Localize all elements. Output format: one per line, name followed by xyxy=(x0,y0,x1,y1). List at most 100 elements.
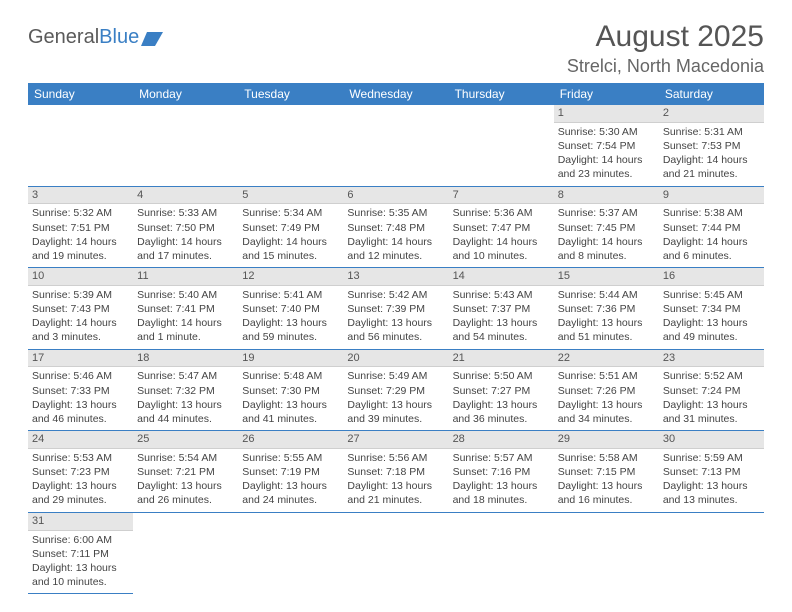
day-content: Sunrise: 5:44 AMSunset: 7:36 PMDaylight:… xyxy=(554,286,659,349)
sunset-line: Sunset: 7:54 PM xyxy=(558,139,655,153)
day-content: Sunrise: 5:33 AMSunset: 7:50 PMDaylight:… xyxy=(133,204,238,267)
sunset-line: Sunset: 7:23 PM xyxy=(32,465,129,479)
day-content: Sunrise: 5:41 AMSunset: 7:40 PMDaylight:… xyxy=(238,286,343,349)
logo-text-2: Blue xyxy=(99,26,139,49)
sunrise-line: Sunrise: 5:34 AM xyxy=(242,206,339,220)
day-number: 25 xyxy=(133,431,238,449)
day-number: 31 xyxy=(28,513,133,531)
calendar-cell: 1Sunrise: 5:30 AMSunset: 7:54 PMDaylight… xyxy=(554,105,659,186)
calendar-cell xyxy=(449,512,554,594)
day-number: 23 xyxy=(659,350,764,368)
sunrise-line: Sunrise: 5:42 AM xyxy=(347,288,444,302)
calendar-cell: 24Sunrise: 5:53 AMSunset: 7:23 PMDayligh… xyxy=(28,431,133,513)
day-content: Sunrise: 5:37 AMSunset: 7:45 PMDaylight:… xyxy=(554,204,659,267)
calendar-cell xyxy=(554,512,659,594)
calendar-cell: 15Sunrise: 5:44 AMSunset: 7:36 PMDayligh… xyxy=(554,268,659,350)
daylight-line: Daylight: 14 hours and 10 minutes. xyxy=(453,235,550,263)
day-number: 22 xyxy=(554,350,659,368)
day-number: 24 xyxy=(28,431,133,449)
calendar-body: 1Sunrise: 5:30 AMSunset: 7:54 PMDaylight… xyxy=(28,105,764,594)
daylight-line: Daylight: 14 hours and 19 minutes. xyxy=(32,235,129,263)
day-number: 15 xyxy=(554,268,659,286)
calendar-row: 1Sunrise: 5:30 AMSunset: 7:54 PMDaylight… xyxy=(28,105,764,186)
calendar-cell xyxy=(343,512,448,594)
day-content: Sunrise: 5:45 AMSunset: 7:34 PMDaylight:… xyxy=(659,286,764,349)
day-content: Sunrise: 5:39 AMSunset: 7:43 PMDaylight:… xyxy=(28,286,133,349)
day-number: 28 xyxy=(449,431,554,449)
calendar-cell: 25Sunrise: 5:54 AMSunset: 7:21 PMDayligh… xyxy=(133,431,238,513)
logo-text-1: General xyxy=(28,26,99,49)
day-number: 10 xyxy=(28,268,133,286)
calendar-cell xyxy=(238,512,343,594)
sunset-line: Sunset: 7:49 PM xyxy=(242,221,339,235)
sunrise-line: Sunrise: 5:30 AM xyxy=(558,125,655,139)
sunrise-line: Sunrise: 6:00 AM xyxy=(32,533,129,547)
calendar-cell: 17Sunrise: 5:46 AMSunset: 7:33 PMDayligh… xyxy=(28,349,133,431)
sunrise-line: Sunrise: 5:52 AM xyxy=(663,369,760,383)
day-number: 7 xyxy=(449,187,554,205)
day-number: 9 xyxy=(659,187,764,205)
calendar-cell xyxy=(133,105,238,186)
sunset-line: Sunset: 7:27 PM xyxy=(453,384,550,398)
daylight-line: Daylight: 13 hours and 24 minutes. xyxy=(242,479,339,507)
day-content: Sunrise: 5:49 AMSunset: 7:29 PMDaylight:… xyxy=(343,367,448,430)
sunrise-line: Sunrise: 5:43 AM xyxy=(453,288,550,302)
sunrise-line: Sunrise: 5:48 AM xyxy=(242,369,339,383)
calendar-cell: 10Sunrise: 5:39 AMSunset: 7:43 PMDayligh… xyxy=(28,268,133,350)
calendar-cell xyxy=(343,105,448,186)
calendar-cell: 5Sunrise: 5:34 AMSunset: 7:49 PMDaylight… xyxy=(238,186,343,268)
weekday-header: Tuesday xyxy=(238,83,343,105)
day-content: Sunrise: 5:57 AMSunset: 7:16 PMDaylight:… xyxy=(449,449,554,512)
calendar-cell: 26Sunrise: 5:55 AMSunset: 7:19 PMDayligh… xyxy=(238,431,343,513)
day-content: Sunrise: 5:54 AMSunset: 7:21 PMDaylight:… xyxy=(133,449,238,512)
sunrise-line: Sunrise: 5:58 AM xyxy=(558,451,655,465)
sunrise-line: Sunrise: 5:37 AM xyxy=(558,206,655,220)
sunset-line: Sunset: 7:16 PM xyxy=(453,465,550,479)
day-number: 21 xyxy=(449,350,554,368)
sunset-line: Sunset: 7:44 PM xyxy=(663,221,760,235)
weekday-header: Monday xyxy=(133,83,238,105)
sunset-line: Sunset: 7:43 PM xyxy=(32,302,129,316)
day-number: 2 xyxy=(659,105,764,123)
calendar-cell: 31Sunrise: 6:00 AMSunset: 7:11 PMDayligh… xyxy=(28,512,133,594)
location: Strelci, North Macedonia xyxy=(567,56,764,77)
day-content: Sunrise: 5:58 AMSunset: 7:15 PMDaylight:… xyxy=(554,449,659,512)
sunset-line: Sunset: 7:32 PM xyxy=(137,384,234,398)
daylight-line: Daylight: 14 hours and 23 minutes. xyxy=(558,153,655,181)
day-number: 20 xyxy=(343,350,448,368)
sunset-line: Sunset: 7:45 PM xyxy=(558,221,655,235)
calendar-cell: 14Sunrise: 5:43 AMSunset: 7:37 PMDayligh… xyxy=(449,268,554,350)
day-content: Sunrise: 5:35 AMSunset: 7:48 PMDaylight:… xyxy=(343,204,448,267)
daylight-line: Daylight: 13 hours and 10 minutes. xyxy=(32,561,129,589)
daylight-line: Daylight: 13 hours and 16 minutes. xyxy=(558,479,655,507)
sunset-line: Sunset: 7:19 PM xyxy=(242,465,339,479)
day-number: 29 xyxy=(554,431,659,449)
daylight-line: Daylight: 13 hours and 29 minutes. xyxy=(32,479,129,507)
day-content: Sunrise: 5:30 AMSunset: 7:54 PMDaylight:… xyxy=(554,123,659,186)
daylight-line: Daylight: 14 hours and 15 minutes. xyxy=(242,235,339,263)
sunrise-line: Sunrise: 5:46 AM xyxy=(32,369,129,383)
calendar-row: 10Sunrise: 5:39 AMSunset: 7:43 PMDayligh… xyxy=(28,268,764,350)
daylight-line: Daylight: 13 hours and 31 minutes. xyxy=(663,398,760,426)
sunset-line: Sunset: 7:48 PM xyxy=(347,221,444,235)
daylight-line: Daylight: 13 hours and 13 minutes. xyxy=(663,479,760,507)
sunset-line: Sunset: 7:37 PM xyxy=(453,302,550,316)
day-content: Sunrise: 5:55 AMSunset: 7:19 PMDaylight:… xyxy=(238,449,343,512)
day-number: 1 xyxy=(554,105,659,123)
calendar-cell: 3Sunrise: 5:32 AMSunset: 7:51 PMDaylight… xyxy=(28,186,133,268)
daylight-line: Daylight: 14 hours and 6 minutes. xyxy=(663,235,760,263)
sunrise-line: Sunrise: 5:35 AM xyxy=(347,206,444,220)
day-number: 13 xyxy=(343,268,448,286)
calendar-cell: 22Sunrise: 5:51 AMSunset: 7:26 PMDayligh… xyxy=(554,349,659,431)
day-content: Sunrise: 5:40 AMSunset: 7:41 PMDaylight:… xyxy=(133,286,238,349)
day-number: 14 xyxy=(449,268,554,286)
calendar-cell: 9Sunrise: 5:38 AMSunset: 7:44 PMDaylight… xyxy=(659,186,764,268)
sunrise-line: Sunrise: 5:32 AM xyxy=(32,206,129,220)
sunrise-line: Sunrise: 5:49 AM xyxy=(347,369,444,383)
daylight-line: Daylight: 13 hours and 44 minutes. xyxy=(137,398,234,426)
title-block: August 2025 Strelci, North Macedonia xyxy=(567,20,764,77)
calendar-cell: 13Sunrise: 5:42 AMSunset: 7:39 PMDayligh… xyxy=(343,268,448,350)
sunset-line: Sunset: 7:33 PM xyxy=(32,384,129,398)
weekday-header: Wednesday xyxy=(343,83,448,105)
calendar-cell: 11Sunrise: 5:40 AMSunset: 7:41 PMDayligh… xyxy=(133,268,238,350)
